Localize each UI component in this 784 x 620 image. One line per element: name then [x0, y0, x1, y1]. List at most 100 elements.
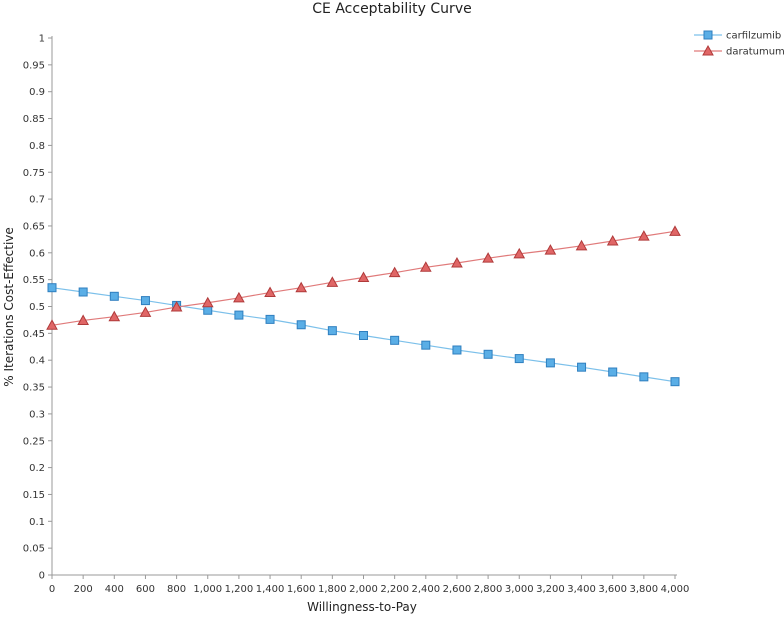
y-tick-label: 0.4: [29, 356, 45, 367]
data-point-daratumumab: [388, 266, 401, 278]
axes: [51, 36, 677, 576]
data-point-carfilzumib: [47, 283, 57, 293]
data-point-carfilzumib: [109, 291, 119, 301]
x-tick-label: 1,800: [318, 584, 347, 595]
data-point-carfilzumib: [234, 310, 244, 320]
data-point-carfilzumib: [639, 372, 649, 382]
data-point-daratumumab: [326, 276, 339, 287]
y-tick-label: 0.9: [29, 87, 45, 98]
y-tick-label: 0.45: [23, 329, 45, 340]
legend-label: carfilzumib: [726, 31, 781, 42]
y-tick-label: 0.35: [23, 383, 45, 394]
y-tick-label: 0.65: [23, 221, 45, 232]
data-point-daratumumab: [575, 239, 588, 251]
x-tick-label: 1,200: [225, 584, 254, 595]
y-tick-label: 1: [39, 34, 45, 45]
x-tick-label: 200: [74, 584, 93, 595]
data-point-daratumumab: [233, 291, 245, 303]
data-point-daratumumab: [139, 306, 152, 317]
x-tick-label: 600: [136, 584, 155, 595]
data-point-carfilzumib: [390, 335, 400, 345]
data-point-daratumumab: [419, 261, 432, 272]
x-tick-label: 3,800: [630, 584, 659, 595]
y-tick-label: 0.15: [23, 490, 45, 501]
data-point-daratumumab: [46, 319, 58, 330]
y-tick-label: 0.75: [23, 168, 45, 179]
data-point-carfilzumib: [265, 314, 275, 324]
x-tick-label: 2,600: [443, 584, 472, 595]
y-tick-label: 0.25: [23, 436, 45, 447]
legend-item-carfilzumib: carfilzumib: [694, 30, 781, 42]
data-point-daratumumab: [264, 286, 276, 298]
data-point-carfilzumib: [421, 340, 431, 350]
data-point-carfilzumib: [670, 377, 680, 387]
y-tick-label: 0.5: [29, 302, 45, 313]
y-tick-label: 0.2: [29, 463, 45, 474]
data-point-daratumumab: [606, 234, 619, 246]
x-tick-label: 0: [49, 584, 55, 595]
data-point-daratumumab: [638, 230, 650, 241]
y-tick-label: 0.6: [29, 248, 45, 259]
y-tick-label: 0: [39, 571, 45, 582]
x-tick-label: 3,000: [505, 584, 534, 595]
legend-label: daratumumab: [726, 47, 784, 58]
x-tick-label: 800: [167, 584, 186, 595]
y-tick-label: 0.1: [29, 517, 45, 528]
data-point-carfilzumib: [514, 354, 524, 364]
data-point-carfilzumib: [545, 358, 555, 368]
data-point-daratumumab: [451, 256, 463, 268]
data-point-daratumumab: [108, 310, 121, 322]
x-axis-ticks: 0 200 400 600 800 1,000 1,200 1,400 1,600 1,800 2,…: [49, 575, 690, 595]
data-point-carfilzumib: [78, 287, 88, 297]
data-point-daratumumab: [482, 252, 494, 263]
data-point-daratumumab: [357, 271, 370, 283]
y-axis-ticks: 0 0.05 0.1 0.15 0.2 0.25 0.3 0.35 0.4 0.45 0.5 0.55…: [23, 34, 52, 582]
data-point-daratumumab: [544, 244, 557, 255]
y-tick-label: 0.8: [29, 141, 45, 152]
y-tick-label: 0.85: [23, 114, 45, 125]
y-axis-title: % Iterations Cost-Effective: [2, 227, 16, 387]
data-point-carfilzumib: [296, 320, 306, 330]
data-point-carfilzumib: [483, 349, 493, 359]
data-point-carfilzumib: [577, 362, 587, 372]
data-point-daratumumab: [669, 225, 681, 236]
data-point-carfilzumib: [452, 345, 462, 355]
y-tick-label: 0.7: [29, 195, 45, 206]
legend-item-daratumumab: daratumumab: [694, 44, 784, 58]
x-tick-label: 4,000: [661, 584, 690, 595]
x-axis-title: Willingness-to-Pay: [307, 600, 417, 614]
y-tick-label: 0.3: [29, 409, 45, 420]
data-point-daratumumab: [513, 247, 526, 259]
x-tick-label: 1,000: [193, 584, 222, 595]
data-point-carfilzumib: [140, 296, 150, 306]
legend-marker: [703, 30, 713, 40]
x-tick-label: 2,200: [380, 584, 409, 595]
x-tick-label: 400: [105, 584, 124, 595]
chart-title: CE Acceptability Curve: [312, 1, 471, 17]
x-tick-label: 2,000: [349, 584, 378, 595]
data-point-carfilzumib: [359, 330, 368, 340]
legend-marker: [702, 44, 714, 56]
x-tick-label: 1,600: [287, 584, 316, 595]
x-tick-label: 1,400: [256, 584, 285, 595]
series-daratumumab: [46, 225, 681, 330]
series-carfilzumib: [47, 283, 680, 387]
data-point-daratumumab: [295, 281, 308, 293]
y-tick-label: 0.05: [23, 544, 45, 555]
x-tick-label: 2,400: [411, 584, 440, 595]
x-tick-label: 3,200: [536, 584, 565, 595]
data-point-daratumumab: [170, 301, 183, 312]
y-tick-label: 0.95: [23, 60, 45, 71]
x-tick-label: 2,800: [474, 584, 503, 595]
x-tick-label: 3,400: [567, 584, 596, 595]
y-tick-label: 0.55: [23, 275, 45, 286]
data-point-carfilzumib: [608, 367, 618, 377]
x-tick-label: 3,600: [598, 584, 627, 595]
data-point-carfilzumib: [327, 326, 337, 336]
legend: carfilzumib daratumumab: [694, 30, 784, 58]
data-point-daratumumab: [77, 314, 89, 325]
series-layer: [46, 225, 681, 387]
data-point-carfilzumib: [203, 305, 213, 315]
